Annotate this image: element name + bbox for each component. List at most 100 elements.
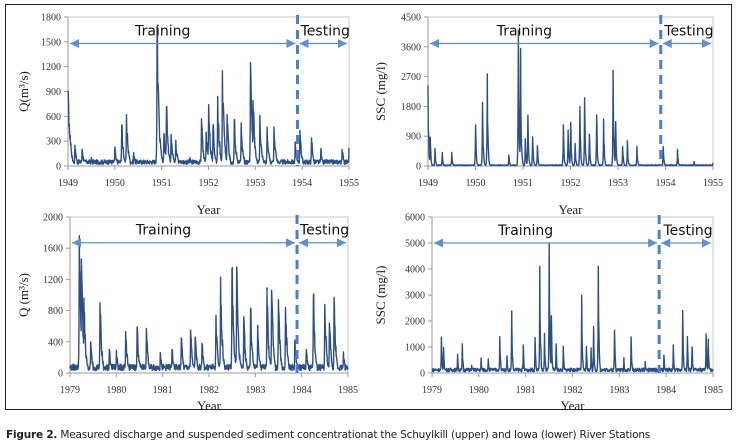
x-tick-label: 1949 <box>418 178 438 189</box>
x-tick-label: 1953 <box>245 178 265 189</box>
x-tick-label: 1985 <box>703 385 723 396</box>
x-axis-label: Year <box>561 398 586 413</box>
x-tick-label: 1950 <box>466 178 486 189</box>
y-tick-label: 3600 <box>401 42 421 53</box>
x-tick-label: 1985 <box>338 385 358 396</box>
testing-arrow-right-head <box>702 38 711 48</box>
y-tick-label: 600 <box>46 112 61 123</box>
series-line <box>427 29 714 167</box>
x-tick-label: 1979 <box>60 385 80 396</box>
testing-label: Testing <box>662 223 712 239</box>
x-tick-label: 1984 <box>656 385 676 396</box>
training-label: Training <box>135 223 191 239</box>
y-tick-label: 1800 <box>401 102 421 113</box>
caption-text: Measured discharge and suspended sedimen… <box>60 429 651 441</box>
plot-area <box>431 216 714 374</box>
training-arrow-left-head <box>70 38 79 48</box>
training-arrow-left-head <box>434 238 443 248</box>
y-tick-label: 4500 <box>401 13 421 24</box>
y-tick-label: 1600 <box>43 244 63 255</box>
y-axis-label: SSC (mg/l) <box>373 62 388 121</box>
x-tick-label: 1952 <box>561 178 581 189</box>
y-tick-label: 800 <box>48 306 63 317</box>
chart-panel-iowa-q: 0 400 800 1200 1600 2000 1979 1980 1981 1982 1983 1… <box>16 213 358 414</box>
y-axis-label: SSC (mg/l) <box>373 266 388 325</box>
x-tick-label: 1952 <box>199 178 219 189</box>
chart-panel-iowa-ssc: 0 1000 2000 3000 4000 5000 6000 1979 1980 1981 198… <box>373 213 723 414</box>
training-label: Training <box>496 23 552 39</box>
x-tick-label: 1951 <box>152 178 172 189</box>
y-tick-label: 5000 <box>405 239 425 250</box>
testing-arrow-left-head <box>299 238 309 248</box>
y-tick-label: 1000 <box>405 343 425 354</box>
y-tick-label: 3000 <box>405 291 425 302</box>
y-tick-label: 4000 <box>405 265 425 276</box>
x-tick-label: 1949 <box>58 178 78 189</box>
y-tick-label: 2000 <box>405 317 425 328</box>
training-arrow-right-head <box>649 38 659 48</box>
x-tick-label: 1980 <box>106 385 126 396</box>
figure-caption: Figure 2. Measured discharge and suspend… <box>6 429 650 441</box>
x-tick-label: 1979 <box>422 385 442 396</box>
y-tick-label: 0 <box>420 369 425 380</box>
y-tick-label: 6000 <box>405 213 425 224</box>
x-axis-label: Year <box>559 202 584 217</box>
x-axis-label: Year <box>197 202 222 217</box>
x-tick-label: 1982 <box>199 385 219 396</box>
x-tick-label: 1984 <box>292 385 312 396</box>
testing-arrow-left-head <box>661 238 671 248</box>
training-arrow-right-head <box>648 238 658 248</box>
chart-panel-schuylkill-q: 0 300 600 900 1200 1500 1800 1949 1950 1951 1952 19… <box>16 13 359 218</box>
x-tick-label: 1950 <box>105 178 125 189</box>
y-tick-label: 300 <box>46 137 61 148</box>
x-tick-label: 1981 <box>516 385 536 396</box>
y-tick-label: 0 <box>416 162 421 173</box>
y-tick-label: 400 <box>48 337 63 348</box>
training-arrow-right-head <box>286 38 296 48</box>
training-label: Training <box>134 23 190 39</box>
x-tick-label: 1954 <box>292 178 312 189</box>
x-tick-label: 1951 <box>513 178 533 189</box>
y-tick-label: 900 <box>46 87 61 98</box>
y-tick-label: 1500 <box>41 37 61 48</box>
x-tick-label: 1982 <box>563 385 583 396</box>
x-tick-label: 1983 <box>609 385 629 396</box>
series-line <box>431 242 714 373</box>
y-tick-label: 0 <box>56 162 61 173</box>
training-arrow-left-head <box>430 38 439 48</box>
testing-arrow-right-head <box>338 38 347 48</box>
series-line <box>67 25 350 165</box>
training-arrow-left-head <box>72 238 81 248</box>
x-tick-label: 1953 <box>608 178 628 189</box>
testing-label: Testing <box>299 223 349 239</box>
x-tick-label: 1980 <box>469 385 489 396</box>
training-arrow-right-head <box>286 238 296 248</box>
y-tick-label: 1200 <box>43 275 63 286</box>
y-tick-label: 2000 <box>43 213 63 224</box>
y-tick-label: 1200 <box>41 62 61 73</box>
series-line <box>69 235 349 372</box>
testing-label: Testing <box>663 23 713 39</box>
training-label: Training <box>497 223 553 239</box>
x-tick-label: 1954 <box>656 178 676 189</box>
x-tick-label: 1981 <box>153 385 173 396</box>
chart-panel-schuylkill-ssc: 0 900 1800 2700 3600 4500 1949 1950 1951 1952 1953… <box>373 13 723 218</box>
y-tick-label: 2700 <box>401 72 421 83</box>
testing-arrow-left-head <box>662 38 672 48</box>
x-tick-label: 1955 <box>339 178 359 189</box>
y-axis-label: Q (m³/s) <box>16 273 31 317</box>
y-tick-label: 900 <box>406 132 421 143</box>
x-axis-label: Year <box>197 398 222 413</box>
testing-arrow-right-head <box>702 238 711 248</box>
y-tick-label: 1800 <box>41 13 61 24</box>
figure-frame <box>5 4 732 410</box>
x-tick-label: 1955 <box>703 178 723 189</box>
testing-label: Testing <box>300 23 350 39</box>
x-tick-label: 1983 <box>245 385 265 396</box>
testing-arrow-right-head <box>337 238 346 248</box>
y-axis-label: Q(m³/s) <box>16 71 31 112</box>
y-tick-label: 0 <box>58 369 63 380</box>
caption-label: Figure 2. <box>6 429 58 441</box>
testing-arrow-left-head <box>299 38 309 48</box>
